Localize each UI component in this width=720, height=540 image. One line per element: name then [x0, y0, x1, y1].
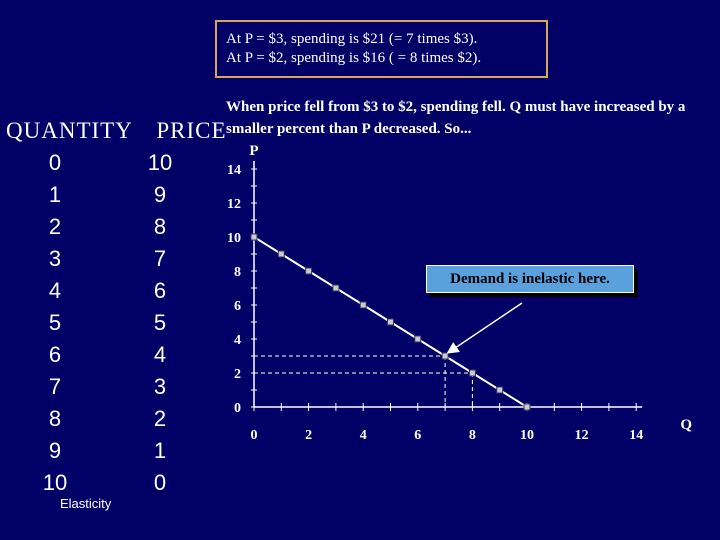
y-tick-label: 0 — [234, 401, 241, 416]
y-tick-label: 12 — [227, 197, 241, 212]
table-row: 10 0 — [30, 470, 190, 502]
explanation-note: When price fell from $3 to $2, spending … — [226, 99, 686, 137]
quantity-cell: 3 — [48, 246, 62, 271]
y-tick-label: 10 — [227, 231, 241, 246]
price-cell: 5 — [153, 310, 167, 335]
x-tick-label: 0 — [251, 428, 258, 443]
x-tick-label: 8 — [469, 428, 476, 443]
quantity-header: QUANTITY — [6, 118, 133, 143]
price-cell: 6 — [153, 278, 167, 303]
quantity-cell: 8 — [48, 406, 62, 431]
spending-callout: At P = $3, spending is $21 (= 7 times $3… — [215, 20, 548, 78]
quantity-cell: 4 — [48, 278, 62, 303]
data-point — [523, 403, 531, 411]
quantity-cell: 0 — [48, 150, 62, 175]
data-point — [250, 233, 258, 241]
quantity-cell: 9 — [48, 438, 62, 463]
price-cell: 9 — [153, 182, 167, 207]
callout-line-2: At P = $2, spending is $16 ( = 8 times $… — [226, 50, 482, 66]
y-tick-label: 14 — [227, 163, 241, 178]
price-cell: 1 — [153, 438, 167, 463]
price-cell: 3 — [153, 374, 167, 399]
quantity-cell: 5 — [48, 310, 62, 335]
price-cell: 7 — [153, 246, 167, 271]
quantity-cell: 2 — [48, 214, 62, 239]
quantity-cell: 1 — [48, 182, 62, 207]
price-cell: 10 — [147, 150, 173, 175]
x-tick-label: 12 — [575, 428, 589, 443]
y-tick-label: 2 — [234, 367, 241, 382]
data-point — [414, 335, 422, 343]
y-tick-label: 4 — [234, 333, 241, 348]
annotation-arrow — [446, 302, 523, 354]
y-tick-label: 6 — [234, 299, 241, 314]
data-point — [332, 284, 340, 292]
x-tick-label: 2 — [305, 428, 312, 443]
price-cell: 4 — [153, 342, 167, 367]
y-axis-label: P — [249, 143, 258, 159]
x-tick-label: 4 — [360, 428, 367, 443]
data-point — [277, 250, 285, 258]
quantity-cell: 7 — [48, 374, 62, 399]
table-header: QUANTITY PRICE — [6, 118, 227, 144]
quantity-cell: 6 — [48, 342, 62, 367]
x-tick-label: 14 — [629, 428, 643, 443]
data-point — [359, 301, 367, 309]
data-point — [496, 386, 504, 394]
quantity-cell: 10 — [42, 470, 68, 495]
data-point — [441, 352, 449, 360]
price-cell: 2 — [153, 406, 167, 431]
callout-line-1: At P = $3, spending is $21 (= 7 times $3… — [226, 31, 478, 47]
inelastic-annotation: Demand is inelastic here. — [426, 265, 634, 293]
price-cell: 8 — [153, 214, 167, 239]
x-tick-label: 10 — [520, 428, 534, 443]
x-axis-label: Q — [680, 417, 692, 433]
price-header: PRICE — [156, 118, 227, 143]
price-cell: 0 — [153, 470, 167, 495]
data-point — [387, 318, 394, 326]
y-tick-label: 8 — [234, 265, 241, 280]
data-point — [305, 267, 313, 275]
table-row: 0 10 — [30, 150, 190, 182]
data-point — [468, 369, 476, 377]
elasticity-label: Elasticity — [60, 496, 112, 511]
x-tick-label: 6 — [414, 428, 421, 443]
